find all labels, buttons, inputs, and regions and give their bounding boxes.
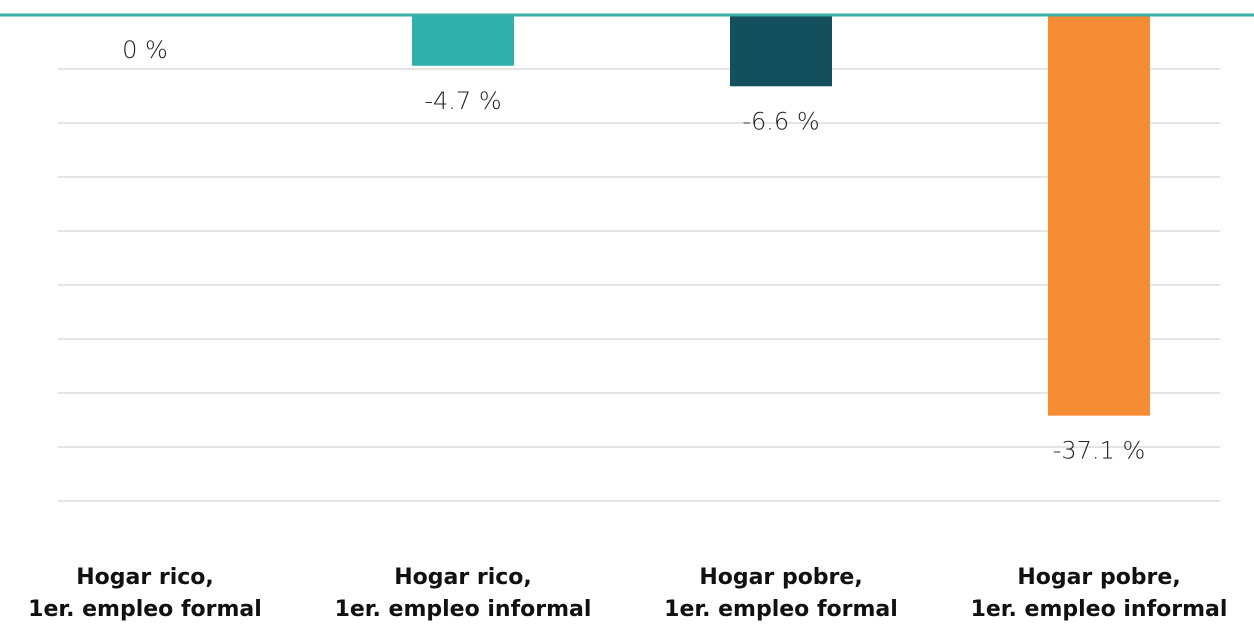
value-label: -37.1 %: [1053, 437, 1146, 465]
bar: [730, 15, 832, 87]
value-label: -4.7 %: [424, 87, 501, 115]
value-label: -6.6 %: [742, 107, 819, 135]
x-tick-label: Hogar pobre, 1er. empleo informal: [970, 565, 1228, 622]
x-tick-label: Hogar rico, 1er. empleo formal: [28, 565, 262, 622]
x-tick-label: Hogar rico, 1er. empleo informal: [334, 565, 592, 622]
bar: [412, 15, 514, 66]
bar: [1048, 15, 1150, 416]
x-tick-label: Hogar pobre, 1er. empleo formal: [664, 565, 898, 622]
value-label: 0 %: [122, 36, 168, 64]
